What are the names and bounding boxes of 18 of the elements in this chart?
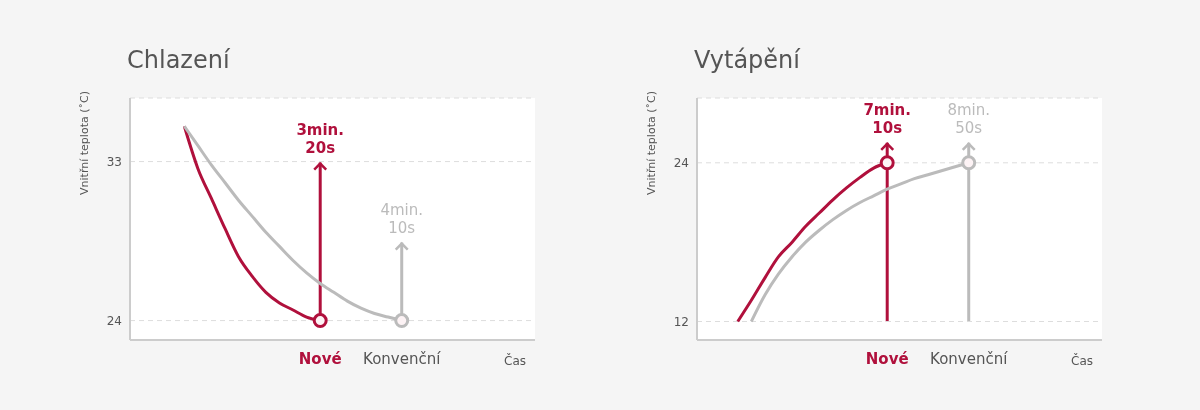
annotation: 7min. 10s <box>863 100 911 137</box>
y-tick-label: 24 <box>673 156 689 171</box>
y-tick-label: 12 <box>673 314 689 329</box>
chart-title: Chlazení <box>127 46 230 74</box>
x-tick-label: Konvenční <box>930 350 1009 368</box>
x-axis-title: Čas <box>504 353 526 368</box>
x-axis-title: Čas <box>1071 353 1093 368</box>
annotation: 4min. 10s <box>380 200 424 237</box>
x-tick-label: Konvenční <box>363 350 442 368</box>
y-tick-label: 24 <box>106 313 122 328</box>
chart-title: Vytápění <box>694 46 800 74</box>
x-tick-label: Nové <box>298 350 342 368</box>
annotation: 3min. 20s <box>296 120 344 157</box>
y-axis-title: Vnitřní teplota (˚C) <box>645 91 658 195</box>
y-axis-title: Vnitřní teplota (˚C) <box>78 91 91 195</box>
y-tick-label: 33 <box>106 154 122 169</box>
x-tick-label: Nové <box>865 350 909 368</box>
annotation: 8min. 50s <box>947 100 991 137</box>
